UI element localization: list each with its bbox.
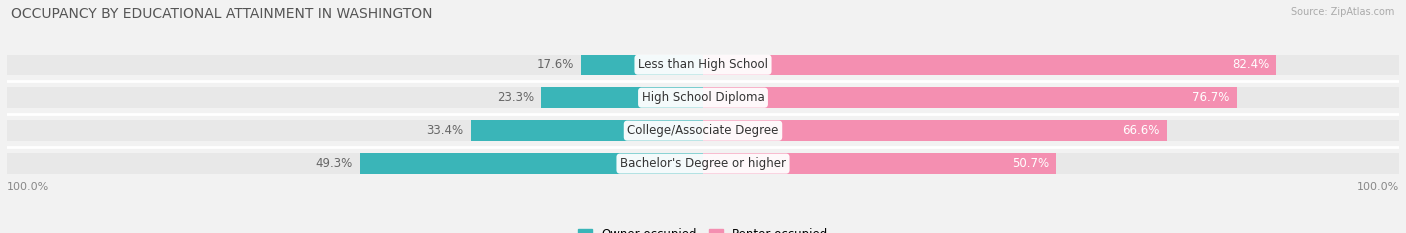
Bar <box>7 87 703 108</box>
Bar <box>7 55 703 75</box>
Text: 50.7%: 50.7% <box>1012 157 1049 170</box>
Bar <box>703 55 1277 75</box>
Bar <box>7 153 703 174</box>
Text: 17.6%: 17.6% <box>536 58 574 71</box>
Text: High School Diploma: High School Diploma <box>641 91 765 104</box>
Text: 76.7%: 76.7% <box>1192 91 1230 104</box>
Legend: Owner-occupied, Renter-occupied: Owner-occupied, Renter-occupied <box>572 224 834 233</box>
Text: 100.0%: 100.0% <box>1357 182 1399 192</box>
Bar <box>703 87 1399 108</box>
Text: College/Associate Degree: College/Associate Degree <box>627 124 779 137</box>
Text: 66.6%: 66.6% <box>1122 124 1160 137</box>
Text: 49.3%: 49.3% <box>316 157 353 170</box>
Text: 82.4%: 82.4% <box>1232 58 1270 71</box>
Bar <box>581 55 703 75</box>
Bar <box>703 153 1056 174</box>
Bar <box>703 87 1237 108</box>
Bar <box>360 153 703 174</box>
Bar <box>703 120 1399 141</box>
Bar <box>703 55 1399 75</box>
Bar <box>7 120 703 141</box>
Text: 23.3%: 23.3% <box>496 91 534 104</box>
Text: 100.0%: 100.0% <box>7 182 49 192</box>
Text: 33.4%: 33.4% <box>426 124 464 137</box>
Text: Source: ZipAtlas.com: Source: ZipAtlas.com <box>1291 7 1395 17</box>
Text: OCCUPANCY BY EDUCATIONAL ATTAINMENT IN WASHINGTON: OCCUPANCY BY EDUCATIONAL ATTAINMENT IN W… <box>11 7 433 21</box>
Bar <box>541 87 703 108</box>
Bar <box>703 153 1399 174</box>
Text: Bachelor's Degree or higher: Bachelor's Degree or higher <box>620 157 786 170</box>
Bar <box>703 120 1167 141</box>
Text: Less than High School: Less than High School <box>638 58 768 71</box>
Bar <box>471 120 703 141</box>
